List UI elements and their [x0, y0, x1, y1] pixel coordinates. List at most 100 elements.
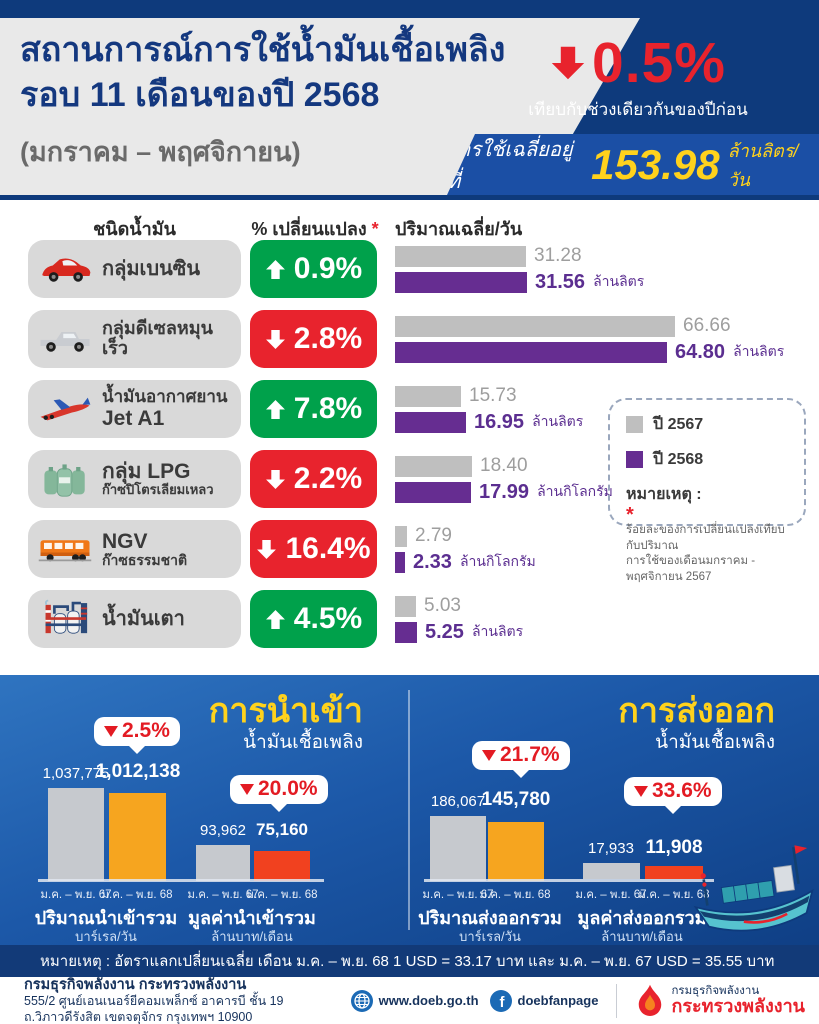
car-icon — [36, 254, 94, 284]
bar-2567 — [395, 315, 675, 337]
gas-cylinders-icon — [36, 460, 94, 498]
airplane-icon — [36, 393, 94, 425]
title-panel: สถานการณ์การใช้น้ำมันเชื้อเพลิง รอบ 11 เ… — [0, 18, 640, 195]
change-value: 2.8% — [293, 322, 363, 355]
change-badge: 0.9% — [250, 240, 377, 298]
exchange-rate-note: หมายเหตุ : อัตราแลกเปลี่ยนเฉลี่ย เดือน ม… — [0, 945, 819, 977]
bar-2568 — [395, 551, 405, 573]
fuel-name: NGV — [102, 529, 148, 553]
export-volume-change-bubble: 21.7% — [472, 741, 570, 778]
import-value-change-bubble: 20.0% — [230, 775, 328, 812]
section-divider — [408, 690, 410, 930]
value-unit: ล้านลิตร — [532, 413, 584, 429]
value-2567: 15.73 — [469, 385, 517, 406]
table-row-diesel: กลุ่มดีเซลหมุนเร็ว 2.8% 66.66 64.80 ล้านล… — [0, 310, 819, 368]
down-triangle-icon — [634, 785, 648, 797]
value-2568: 5.25 — [425, 620, 464, 643]
x-axis — [38, 879, 324, 882]
table-row-fuel-oil: น้ำมันเตา 4.5% 5.03 5.25 ล้านลิตร — [0, 590, 819, 648]
down-triangle-icon — [482, 749, 496, 761]
export-value-2567-value: 17,933 — [588, 840, 634, 857]
export-volume-2567-value: 186,067 — [430, 793, 486, 810]
fuel-table: ชนิดน้ำมัน % เปลี่ยนแปลง * ปริมาณเฉลี่ย/… — [0, 200, 819, 675]
value-unit: ล้านกิโลกรัม — [459, 553, 536, 569]
value-unit: ล้านกิโลกรัม — [537, 483, 613, 499]
fuel-type-pill: กลุ่ม LPG ก๊าซปิโตรเลียมเหลว — [28, 450, 241, 508]
fuel-type-pill: NGV ก๊าซธรรมชาติ — [28, 520, 241, 578]
import-subtitle: น้ำมันเชื้อเพลิง — [243, 732, 363, 753]
column-header-change-text: % เปลี่ยนแปลง — [251, 219, 367, 239]
facebook-link[interactable]: f doebfanpage — [489, 989, 599, 1013]
fuel-type-pill: น้ำมันอากาศยาน Jet A1 — [28, 380, 241, 438]
overall-change-note: เทียบกับช่วงเดียวกันของปีก่อน — [528, 100, 748, 119]
avg-usage-value: 153.98 — [591, 140, 720, 188]
website-url[interactable]: www.doeb.go.th — [378, 993, 479, 1008]
import-volume-2568-value: 1,012,138 — [95, 761, 181, 782]
import-value-bar-2568 — [254, 851, 310, 881]
x-tick: ม.ค. – พ.ย. 68 — [638, 889, 710, 901]
footer-divider — [616, 983, 618, 1018]
facebook-page[interactable]: doebfanpage — [517, 993, 599, 1008]
down-triangle-icon — [104, 725, 118, 737]
logo-org-line1: กรมธุรกิจพลังงาน — [671, 985, 760, 998]
x-tick: ม.ค. – พ.ย. 67 — [422, 889, 494, 901]
value-2567: 31.28 — [534, 245, 582, 266]
change-badge: 7.8% — [250, 380, 377, 438]
legend-note-title: หมายเหตุ : — [626, 486, 702, 503]
legend-box: ปี 2567 ปี 2568 หมายเหตุ : * ร้อยละของกา… — [608, 398, 806, 583]
export-value-change-bubble: 33.6% — [624, 777, 722, 814]
value-2568: 2.33 — [413, 550, 452, 573]
bus-icon — [36, 534, 94, 564]
import-volume-unit: บาร์เรล/วัน — [75, 929, 137, 944]
export-panel: การส่งออก น้ำมันเชื้อเพลิง 21.7% 186,067… — [410, 675, 819, 945]
change-badge: 16.4% — [250, 520, 377, 578]
export-volume-change: 21.7% — [500, 743, 560, 766]
fuel-name: น้ำมันเตา — [102, 608, 185, 630]
export-volume-unit: บาร์เรล/วัน — [459, 929, 521, 944]
fuel-name: กลุ่ม LPG — [102, 460, 191, 484]
asterisk-mark: * — [626, 504, 634, 526]
fuel-type-pill: กลุ่มดีเซลหมุนเร็ว — [28, 310, 241, 368]
export-volume-bar-2568 — [488, 822, 544, 881]
export-value-bar-2568 — [645, 866, 703, 879]
export-volume-label: ปริมาณส่งออกรวม — [418, 908, 562, 928]
value-2568: 17.99 — [479, 480, 530, 503]
facebook-icon: f — [489, 989, 512, 1012]
avg-usage-banner: การใช้เฉลี่ยอยู่ที่ 153.98 ล้านลิตร/วัน — [447, 134, 819, 195]
bar-chart: 2.79 2.33 ล้านกิโลกรัม — [395, 520, 815, 578]
value-unit: ล้านลิตร — [593, 273, 645, 289]
fuel-name-line2: ก๊าซธรรมชาติ — [102, 551, 188, 568]
table-row-ngv: NGV ก๊าซธรรมชาติ 16.4% 2.79 2.33 ล้านกิโล… — [0, 520, 819, 578]
value-unit: ล้านลิตร — [471, 623, 524, 639]
bar-2568 — [395, 411, 466, 433]
x-tick: ม.ค. – พ.ย. 68 — [246, 889, 318, 901]
overall-change: 0.5% เทียบกับช่วงเดียวกันของปีก่อน — [463, 30, 813, 123]
down-arrow-icon — [265, 469, 285, 489]
header: สถานการณ์การใช้น้ำมันเชื้อเพลิง รอบ 11 เ… — [0, 0, 819, 200]
bar-chart: 66.66 64.80 ล้านลิตร — [395, 310, 815, 368]
value-2568: 31.56 — [535, 270, 586, 293]
x-tick: ม.ค. – พ.ย. 67 — [40, 889, 112, 901]
value-2568: 16.95 — [474, 410, 525, 433]
fuel-name: กลุ่มดีเซลหมุนเร็ว — [102, 318, 213, 358]
fuel-type-pill: กลุ่มเบนซิน — [28, 240, 241, 298]
bar-chart: 15.73 16.95 ล้านลิตร — [395, 380, 815, 438]
import-value-change: 20.0% — [258, 777, 318, 800]
overall-change-value: 0.5% — [592, 31, 726, 95]
website-link[interactable]: www.doeb.go.th — [350, 989, 479, 1013]
export-subtitle: น้ำมันเชื้อเพลิง — [655, 732, 775, 753]
export-volume-2568-value: 145,780 — [481, 789, 551, 810]
down-triangle-icon — [240, 783, 254, 795]
value-2567: 2.79 — [415, 525, 452, 546]
export-title: การส่งออก — [618, 692, 775, 730]
change-badge: 4.5% — [250, 590, 377, 648]
bar-chart: 18.40 17.99 ล้านกิโลกรัม — [395, 450, 815, 508]
value-2568: 64.80 — [675, 340, 726, 363]
table-row-jet-a1: น้ำมันอากาศยาน Jet A1 7.8% 15.73 16.95 ล้… — [0, 380, 819, 438]
fuel-name: น้ำมันอากาศยาน — [102, 387, 228, 407]
import-panel: การนำเข้า น้ำมันเชื้อเพลิง 2.5% 1,037,77… — [0, 675, 409, 945]
change-badge: 2.2% — [250, 450, 377, 508]
x-tick: ม.ค. – พ.ย. 67 — [575, 889, 647, 901]
import-volume-change: 2.5% — [122, 719, 170, 742]
